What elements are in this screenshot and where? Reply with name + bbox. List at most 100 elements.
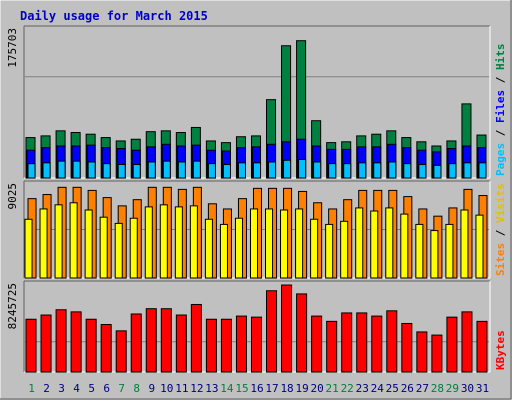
y-max-label-kbytes: 8245725 [6, 283, 19, 329]
bar-kbytes [296, 293, 308, 373]
bar-visits [204, 218, 213, 279]
x-tick-label: 21 [326, 382, 339, 395]
bar-kbytes [266, 290, 278, 373]
bar-pages [298, 158, 307, 179]
x-tick-label: 29 [446, 382, 459, 395]
bar-visits [24, 218, 33, 279]
bar-pages [237, 162, 246, 179]
bar-kbytes [130, 313, 142, 373]
bar-pages [132, 164, 141, 179]
bar-visits [415, 223, 424, 279]
bar-pages [373, 162, 382, 179]
bar-kbytes [326, 320, 338, 373]
x-tick-label: 6 [103, 382, 110, 395]
bar-pages [57, 160, 66, 179]
bar-visits [39, 208, 48, 279]
x-tick-label: 30 [461, 382, 474, 395]
x-tick-label: 10 [160, 382, 173, 395]
x-tick-label: 28 [431, 382, 444, 395]
bar-kbytes [175, 314, 187, 373]
chart-title: Daily usage for March 2015 [20, 9, 208, 23]
bar-visits [325, 223, 334, 279]
bar-kbytes [220, 318, 232, 373]
x-tick-label: 20 [311, 382, 324, 395]
x-tick-label: 2 [43, 382, 50, 395]
bar-pages [192, 160, 201, 179]
bar-pages [463, 162, 472, 179]
bar-pages [102, 163, 111, 179]
bar-visits [445, 223, 454, 279]
bar-visits [69, 202, 78, 279]
bar-visits [295, 208, 304, 279]
bar-visits [340, 220, 349, 279]
legend-pages-files-hits: Pages / Files / Hits [494, 44, 507, 177]
bar-visits [189, 205, 198, 279]
bar-kbytes [476, 320, 488, 373]
bar-kbytes [100, 324, 112, 373]
bar-kbytes [401, 322, 413, 373]
bar-kbytes [40, 314, 52, 373]
bar-visits [430, 230, 439, 279]
bar-pages [283, 159, 292, 179]
x-tick-label: 18 [280, 382, 293, 395]
legend-sites-visits: Sites / Visits [494, 183, 507, 276]
x-axis-labels: 1 2 3 4 5 6 7 8 9 10 11 12 13 14 15 16 17 18 19 20 21 22 23 24 2… [28, 382, 489, 395]
y-max-label-sites: 9025 [6, 183, 19, 210]
bar-pages [448, 163, 457, 179]
bar-visits [460, 209, 469, 279]
bar-kbytes [115, 330, 127, 373]
bar-pages [117, 164, 126, 179]
bar-visits [114, 222, 123, 279]
x-tick-label: 7 [118, 382, 125, 395]
bar-pages [343, 163, 352, 179]
bar-visits [174, 206, 183, 279]
bar-visits [475, 214, 484, 279]
x-tick-label: 17 [265, 382, 278, 395]
bar-kbytes [356, 312, 368, 373]
x-tick-label: 4 [73, 382, 80, 395]
x-tick-label: 12 [190, 382, 203, 395]
bar-pages [433, 164, 442, 179]
bar-kbytes [145, 308, 157, 373]
bar-kbytes [160, 308, 172, 373]
x-tick-label: 16 [250, 382, 263, 395]
bar-pages [358, 162, 367, 179]
bar-pages [478, 162, 487, 179]
x-tick-label: 8 [133, 382, 140, 395]
bar-kbytes [250, 316, 263, 373]
bar-kbytes [416, 331, 428, 373]
bar-pages [268, 161, 277, 179]
x-tick-label: 27 [416, 382, 429, 395]
bar-kbytes [311, 315, 323, 373]
x-tick-label: 15 [235, 382, 248, 395]
x-tick-label: 31 [476, 382, 489, 395]
bar-visits [265, 208, 274, 279]
x-tick-label: 13 [205, 382, 218, 395]
bar-pages [418, 164, 427, 179]
x-tick-label: 14 [220, 382, 234, 395]
x-tick-label: 9 [148, 382, 155, 395]
bar-pages [403, 163, 412, 179]
bar-visits [280, 209, 289, 279]
bar-visits [355, 207, 364, 279]
x-tick-label: 19 [295, 382, 308, 395]
bar-pages [162, 160, 171, 179]
bar-pages [222, 164, 231, 179]
x-tick-label: 26 [401, 382, 414, 395]
bar-pages [147, 161, 156, 179]
legend-kbytes: KBytes [494, 330, 507, 370]
bar-visits [84, 209, 93, 279]
y-max-label-hits: 175703 [6, 28, 19, 68]
x-tick-label: 3 [58, 382, 65, 395]
bar-kbytes [85, 318, 97, 373]
bar-kbytes [205, 318, 217, 373]
bar-pages [388, 161, 397, 179]
bar-kbytes [431, 334, 443, 373]
bar-visits [385, 207, 394, 279]
bar-pages [328, 163, 337, 179]
bar-kbytes [371, 315, 383, 373]
bar-kbytes [235, 315, 247, 373]
bar-visits [370, 210, 379, 279]
